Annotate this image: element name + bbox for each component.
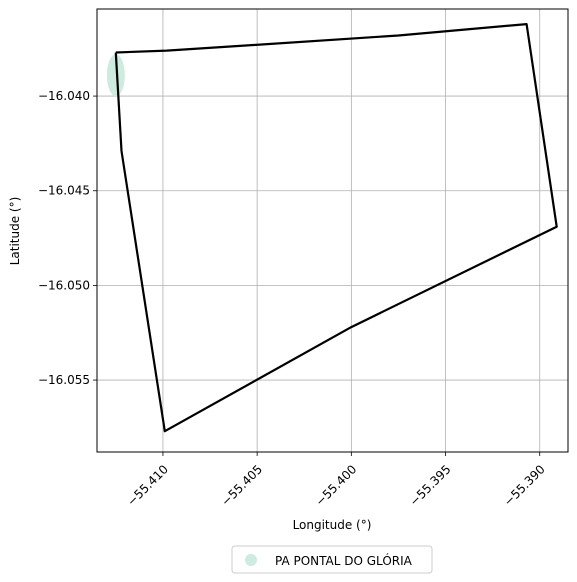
y-tick-label: −16.040 xyxy=(38,89,90,103)
x-tick-label: −55.410 xyxy=(124,462,171,509)
y-axis-label: Latitude (°) xyxy=(8,197,22,266)
x-tick-label: −55.405 xyxy=(218,462,265,509)
legend-frame xyxy=(231,545,433,574)
y-tick-label: −16.055 xyxy=(38,373,90,387)
y-tick-label: −16.050 xyxy=(38,278,90,292)
x-axis-label: Longitude (°) xyxy=(293,518,372,532)
grid xyxy=(97,9,568,452)
data-layer xyxy=(106,23,558,433)
x-tick-label: −55.400 xyxy=(313,462,360,509)
legend-marker xyxy=(245,554,257,566)
settlement-marker xyxy=(106,54,125,97)
legend: PA PONTAL DO GLÓRIA xyxy=(231,545,433,574)
x-tick-label: −55.395 xyxy=(407,462,454,509)
legend-label: PA PONTAL DO GLÓRIA xyxy=(275,553,413,568)
y-axis: −16.040 −16.045 −16.050 −16.055 xyxy=(38,89,97,387)
y-tick-label: −16.045 xyxy=(38,184,90,198)
plot-frame xyxy=(96,8,569,453)
x-tick-label: −55.390 xyxy=(501,462,548,509)
boundary-polygon xyxy=(114,23,558,433)
x-axis: −55.410 −55.405 −55.400 −55.395 −55.390 xyxy=(124,452,548,509)
